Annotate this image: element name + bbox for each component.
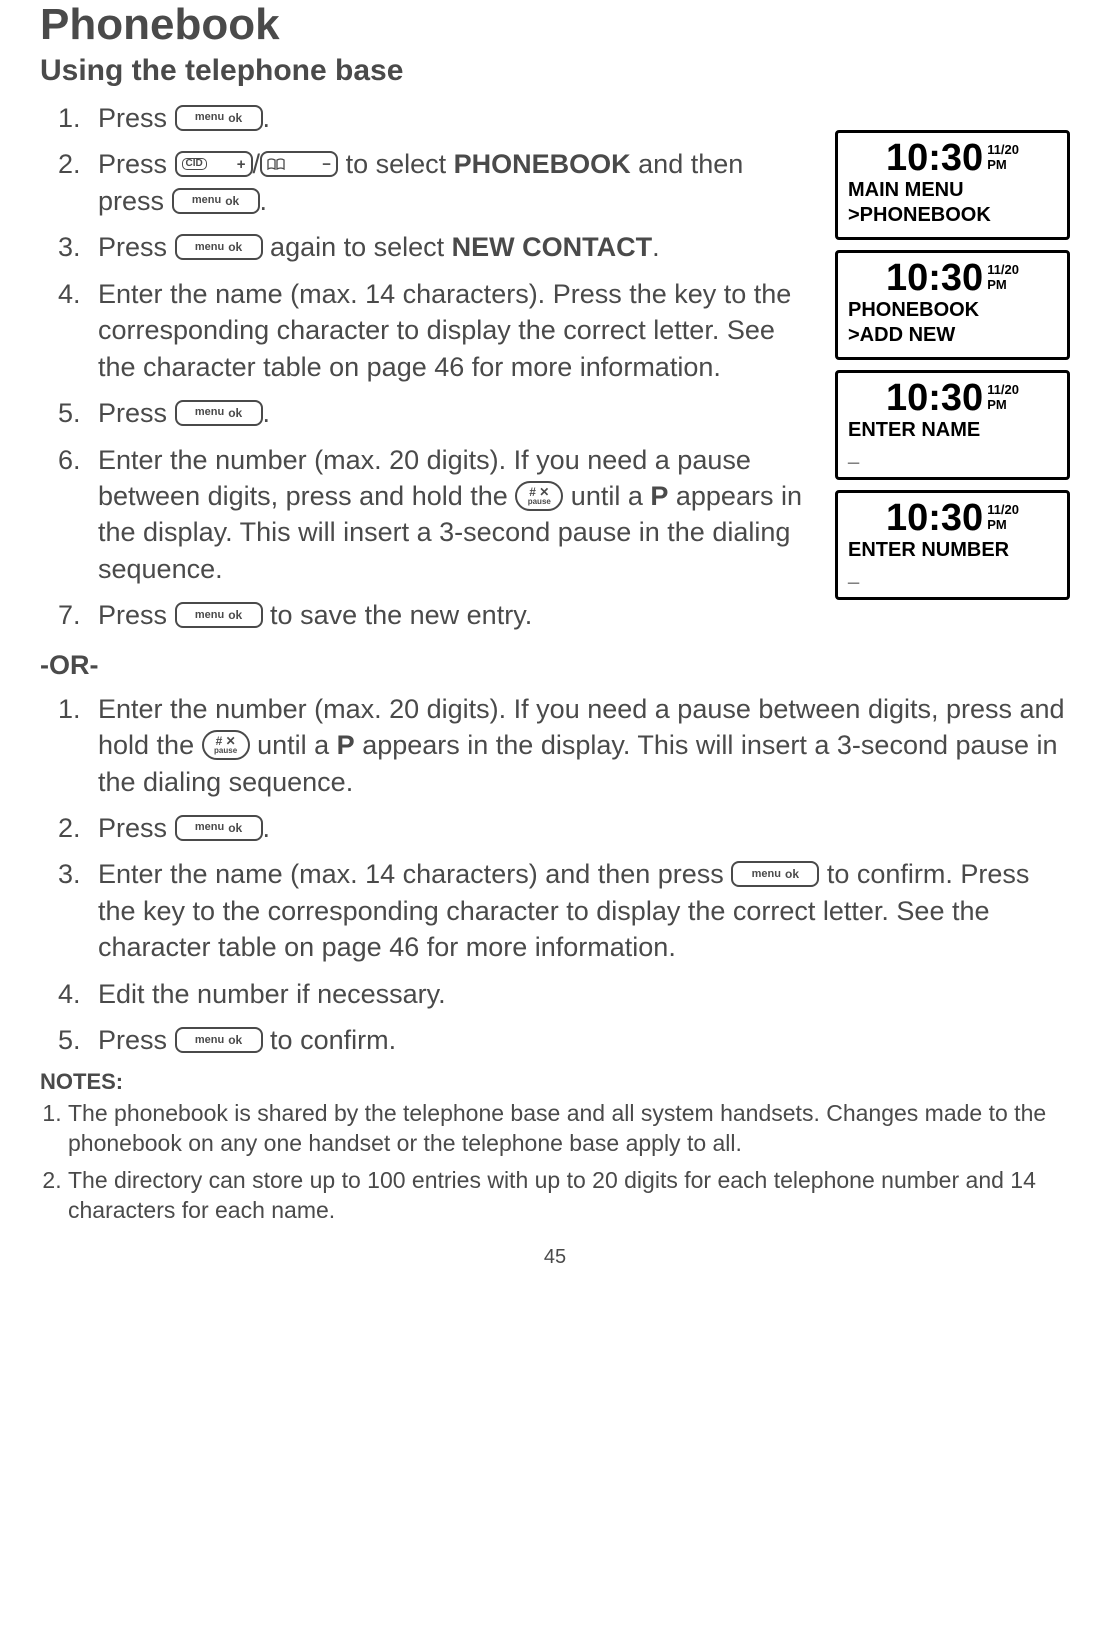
lcd-line: _	[848, 564, 1057, 587]
date-ampm: 11/20 PM	[987, 139, 1019, 173]
menu-ok-key-icon: menu ok	[175, 1027, 263, 1053]
step-item: Press menu ok .	[88, 810, 1070, 846]
section-subtitle: Using the telephone base	[40, 54, 1070, 88]
step-text: .	[652, 232, 660, 262]
menu-ok-key-icon: menu ok	[175, 602, 263, 628]
time-value: 10:30	[886, 499, 983, 537]
page-number: 45	[40, 1246, 1070, 1269]
lcd-screen-enter-name: 10:30 11/20 PM ENTER NAME _	[835, 370, 1070, 480]
step-item: Press menu ok to save the new entry.	[88, 597, 815, 633]
step-text: to save the new entry.	[270, 600, 532, 630]
content-row: Press menu ok . Press CID + /	[40, 100, 1070, 644]
hash-pause-key-icon: # ✕ pause	[515, 481, 563, 511]
step-bold: PHONEBOOK	[454, 149, 631, 179]
step-text: until a	[257, 730, 337, 760]
lcd-screen-phonebook: 10:30 11/20 PM PHONEBOOK >ADD NEW	[835, 250, 1070, 360]
screens-column: 10:30 11/20 PM MAIN MENU >PHONEBOOK 10:3…	[835, 100, 1070, 610]
lcd-line: >ADD NEW	[848, 324, 1057, 347]
step-text: Press	[98, 103, 175, 133]
step-text: Press	[98, 232, 175, 262]
date-ampm: 11/20 PM	[987, 499, 1019, 533]
menu-ok-key-icon: menu ok	[175, 815, 263, 841]
step-text: Press	[98, 398, 175, 428]
lcd-line: MAIN MENU	[848, 179, 1057, 202]
step-text: Enter the name (max. 14 characters) and …	[98, 859, 731, 889]
time-row: 10:30 11/20 PM	[848, 499, 1057, 537]
cid-plus-key-icon: CID +	[175, 151, 253, 177]
step-item: Press menu ok .	[88, 395, 815, 431]
step-text: to confirm.	[270, 1025, 396, 1055]
step-item: Press menu ok to confirm.	[88, 1022, 1070, 1058]
or-heading: -OR-	[40, 650, 1070, 681]
lcd-line: >PHONEBOOK	[848, 204, 1057, 227]
book-minus-key-icon: −	[260, 151, 338, 177]
step-text: until a	[571, 481, 651, 511]
step-text: Press	[98, 813, 175, 843]
lcd-screen-enter-number: 10:30 11/20 PM ENTER NUMBER _	[835, 490, 1070, 600]
lcd-line: PHONEBOOK	[848, 299, 1057, 322]
menu-ok-key-icon: menu ok	[731, 861, 819, 887]
menu-ok-key-icon: menu ok	[172, 188, 260, 214]
step-text: .	[263, 813, 271, 843]
step-text: .	[263, 103, 271, 133]
time-value: 10:30	[886, 259, 983, 297]
step-text: Enter the name (max. 14 characters). Pre…	[98, 279, 791, 382]
time-value: 10:30	[886, 139, 983, 177]
step-item: Enter the number (max. 20 digits). If yo…	[88, 691, 1070, 800]
book-icon	[267, 158, 285, 170]
steps-list-b: Enter the number (max. 20 digits). If yo…	[40, 691, 1070, 1059]
step-text: .	[263, 398, 271, 428]
time-value: 10:30	[886, 379, 983, 417]
lcd-screen-main-menu: 10:30 11/20 PM MAIN MENU >PHONEBOOK	[835, 130, 1070, 240]
step-item: Enter the name (max. 14 characters) and …	[88, 856, 1070, 965]
step-text: Edit the number if necessary.	[98, 979, 446, 1009]
steps-list-a: Press menu ok . Press CID + /	[40, 100, 815, 634]
notes-list: The phonebook is shared by the telephone…	[40, 1099, 1070, 1227]
menu-ok-key-icon: menu ok	[175, 234, 263, 260]
step-text: again to select	[270, 232, 452, 262]
main-column: Press menu ok . Press CID + /	[40, 100, 815, 644]
step-bold: P	[650, 481, 668, 511]
step-bold: NEW CONTACT	[452, 232, 652, 262]
step-item: Enter the name (max. 14 characters). Pre…	[88, 276, 815, 385]
step-item: Press CID + / − to select PHONEBOOK and …	[88, 146, 815, 219]
hash-pause-key-icon: # ✕ pause	[202, 730, 250, 760]
page-title: Phonebook	[40, 0, 1070, 50]
menu-ok-key-icon: menu ok	[175, 400, 263, 426]
menu-ok-key-icon: menu ok	[175, 105, 263, 131]
lcd-line: _	[848, 444, 1057, 467]
step-item: Press menu ok .	[88, 100, 815, 136]
time-row: 10:30 11/20 PM	[848, 379, 1057, 417]
step-text: .	[260, 186, 268, 216]
step-text: Press	[98, 600, 175, 630]
step-item: Press menu ok again to select NEW CONTAC…	[88, 229, 815, 265]
lcd-line: ENTER NAME	[848, 419, 1057, 442]
step-text: to select	[346, 149, 454, 179]
notes-heading: NOTES:	[40, 1069, 1070, 1095]
date-ampm: 11/20 PM	[987, 379, 1019, 413]
note-item: The directory can store up to 100 entrie…	[68, 1166, 1070, 1226]
step-item: Edit the number if necessary.	[88, 976, 1070, 1012]
date-ampm: 11/20 PM	[987, 259, 1019, 293]
step-bold: P	[337, 730, 355, 760]
time-row: 10:30 11/20 PM	[848, 139, 1057, 177]
step-text: /	[253, 149, 261, 179]
step-text: Press	[98, 149, 175, 179]
note-item: The phonebook is shared by the telephone…	[68, 1099, 1070, 1159]
lcd-line: ENTER NUMBER	[848, 539, 1057, 562]
time-row: 10:30 11/20 PM	[848, 259, 1057, 297]
manual-page: Phonebook Using the telephone base Press…	[0, 0, 1110, 1299]
step-text: Press	[98, 1025, 175, 1055]
step-item: Enter the number (max. 20 digits). If yo…	[88, 442, 815, 588]
